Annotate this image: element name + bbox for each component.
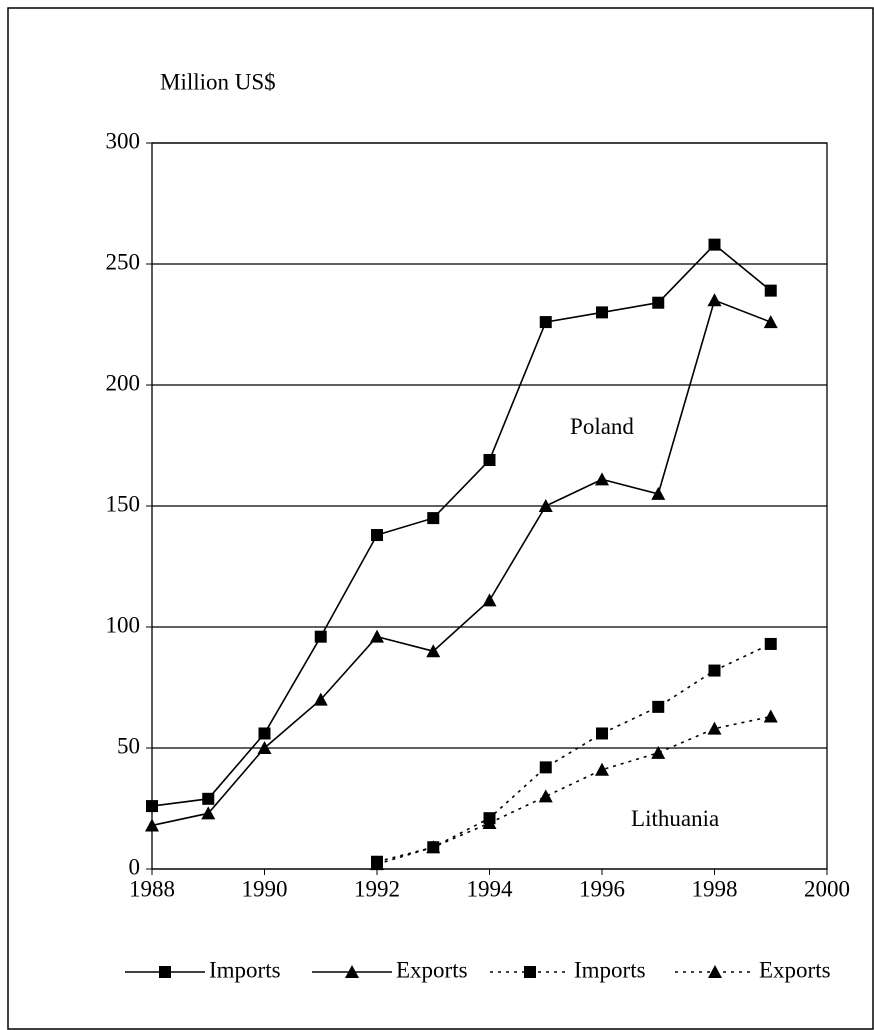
y-tick-label: 0 [129,854,141,879]
legend-marker [159,966,171,978]
data-point [483,454,496,467]
frame [7,7,874,1030]
data-point [426,840,441,854]
data-point [764,637,777,650]
data-point [426,644,441,658]
y-tick-label: 200 [106,370,141,395]
annotation: Poland [570,414,634,439]
data-point [708,238,721,251]
data-point [538,789,553,803]
data-point [763,315,778,329]
data-point [652,296,665,309]
y-tick-label: 150 [106,491,141,516]
data-point [763,709,778,723]
data-point [651,486,666,500]
data-point [596,727,608,740]
x-tick-label: 1990 [242,876,288,901]
legend-label: Exports [759,957,831,982]
data-point [314,630,327,643]
x-tick-label: 1994 [467,876,514,901]
y-tick-label: 300 [106,128,141,153]
data-point [482,593,497,607]
data-point [707,293,722,307]
annotation: Lithuania [631,806,719,831]
legend-label: Imports [574,957,646,982]
y-tick-label: 250 [106,249,141,274]
y-tick-label: 100 [106,612,141,637]
y-tick-label: 50 [117,733,140,758]
legend-marker [708,965,722,978]
data-point [596,306,608,319]
data-point [371,529,383,542]
data-point [707,721,722,735]
data-point [427,512,440,525]
x-tick-label: 1992 [354,876,400,901]
x-tick-label: 1996 [579,876,625,901]
series-line [151,299,772,827]
data-point [764,284,777,297]
series-line [151,243,772,807]
data-point [202,792,215,805]
data-point [482,816,497,830]
data-point [201,806,216,820]
x-tick-label: 1988 [129,876,175,901]
plot-area [151,142,828,870]
legend-marker [345,965,359,978]
legend-marker [524,966,536,978]
x-tick-label: 1998 [692,876,738,901]
legend-label: Imports [209,957,281,982]
data-point [539,761,552,774]
data-point [370,629,384,643]
data-point [370,857,384,871]
legend-label: Exports [396,957,468,982]
series-line [376,715,771,865]
data-point [257,741,272,754]
y-axis-label: Million US$ [160,69,276,94]
data-point [595,762,609,776]
data-point [652,700,665,713]
data-point [538,499,553,512]
data-point [313,692,328,706]
data-point [258,727,271,740]
data-point [145,818,159,832]
x-tick-label: 2000 [804,876,850,901]
data-point [651,745,666,759]
data-point [539,316,552,329]
data-point [146,800,158,813]
data-point [708,664,721,677]
data-point [595,472,609,486]
